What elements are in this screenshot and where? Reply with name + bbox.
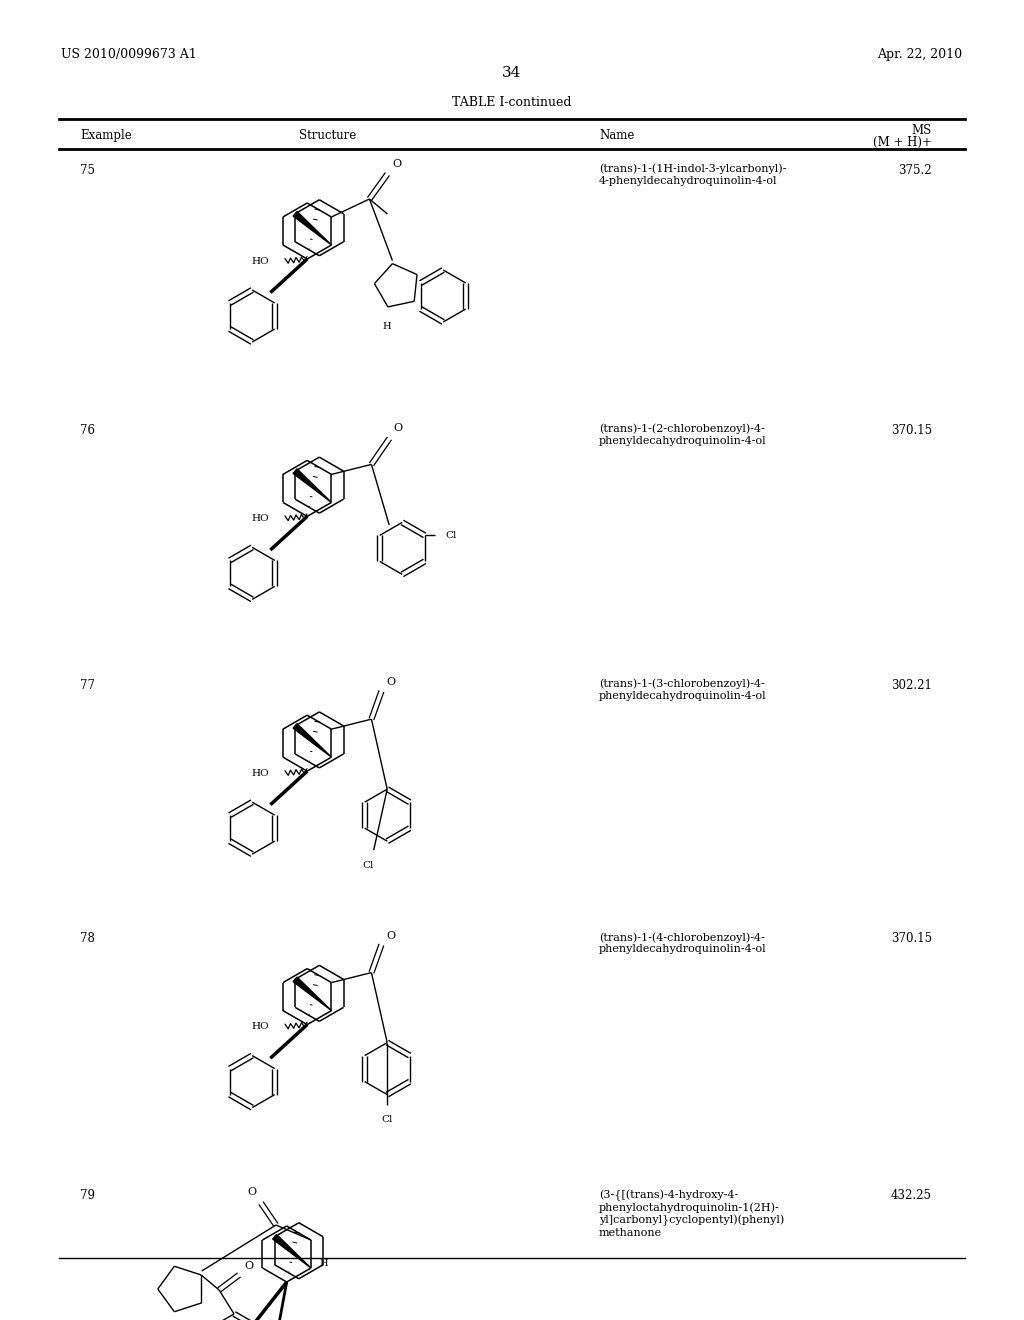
Text: 76: 76 xyxy=(80,424,95,437)
Text: TABLE I-continued: TABLE I-continued xyxy=(453,96,571,110)
Text: 370.15: 370.15 xyxy=(891,424,932,437)
Text: O: O xyxy=(386,677,395,688)
Polygon shape xyxy=(293,977,332,1011)
Text: Apr. 22, 2010: Apr. 22, 2010 xyxy=(878,48,963,61)
Text: US 2010/0099673 A1: US 2010/0099673 A1 xyxy=(61,48,198,61)
Text: O: O xyxy=(248,1187,257,1197)
Text: MS: MS xyxy=(911,124,932,137)
Text: O: O xyxy=(392,158,401,169)
Text: O: O xyxy=(386,931,395,941)
Polygon shape xyxy=(293,469,332,503)
Text: O: O xyxy=(244,1261,253,1271)
Text: 370.15: 370.15 xyxy=(891,932,932,945)
Text: Structure: Structure xyxy=(299,129,356,143)
Text: Cl: Cl xyxy=(362,861,374,870)
Text: HO: HO xyxy=(252,513,269,523)
Text: (M + H)+: (M + H)+ xyxy=(873,136,932,149)
Text: HO: HO xyxy=(252,256,269,265)
Text: Cl: Cl xyxy=(445,531,457,540)
Text: 77: 77 xyxy=(80,678,95,692)
Text: (trans)-1-(2-chlorobenzoyl)-4-
phenyldecahydroquinolin-4-ol: (trans)-1-(2-chlorobenzoyl)-4- phenyldec… xyxy=(599,424,767,446)
Text: 302.21: 302.21 xyxy=(891,678,932,692)
Text: 79: 79 xyxy=(80,1189,95,1203)
Text: 78: 78 xyxy=(80,932,95,945)
Text: (trans)-1-(1H-indol-3-ylcarbonyl)-
4-phenyldecahydroquinolin-4-ol: (trans)-1-(1H-indol-3-ylcarbonyl)- 4-phe… xyxy=(599,164,786,186)
Text: 375.2: 375.2 xyxy=(898,164,932,177)
Text: H: H xyxy=(383,322,391,331)
Text: O: O xyxy=(393,424,402,433)
Text: 34: 34 xyxy=(503,66,521,81)
Text: HO: HO xyxy=(252,1022,269,1031)
Text: 75: 75 xyxy=(80,164,95,177)
Text: (trans)-1-(4-chlorobenzoyl)-4-
phenyldecahydroquinolin-4-ol: (trans)-1-(4-chlorobenzoyl)-4- phenyldec… xyxy=(599,932,767,954)
Text: (3-{[(trans)-4-hydroxy-4-
phenyloctahydroquinolin-1(2H)-
yl]carbonyl}cyclopentyl: (3-{[(trans)-4-hydroxy-4- phenyloctahydr… xyxy=(599,1189,784,1238)
Text: Name: Name xyxy=(599,129,635,143)
Polygon shape xyxy=(293,211,332,246)
Text: H: H xyxy=(318,1258,328,1267)
Text: Example: Example xyxy=(80,129,132,143)
Text: 432.25: 432.25 xyxy=(891,1189,932,1203)
Text: HO: HO xyxy=(252,768,269,777)
Polygon shape xyxy=(293,723,332,758)
Polygon shape xyxy=(272,1234,311,1269)
Text: (trans)-1-(3-chlorobenzoyl)-4-
phenyldecahydroquinolin-4-ol: (trans)-1-(3-chlorobenzoyl)-4- phenyldec… xyxy=(599,678,767,701)
Text: Cl: Cl xyxy=(382,1114,393,1123)
